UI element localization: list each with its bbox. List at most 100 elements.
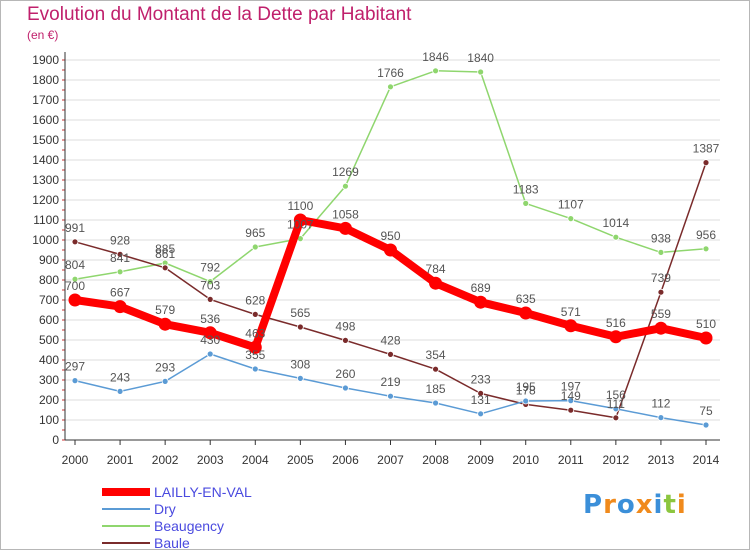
x-tick-label: 2014	[693, 453, 720, 467]
data-label: 792	[200, 261, 220, 275]
data-label: 355	[245, 348, 265, 362]
y-tick-label: 100	[39, 413, 59, 427]
data-label: 131	[471, 393, 491, 407]
data-point	[477, 389, 485, 397]
data-label: 1014	[603, 216, 630, 230]
data-label: 293	[155, 360, 175, 374]
data-label: 965	[245, 226, 265, 240]
data-label: 1100	[287, 199, 313, 213]
x-tick-label: 2005	[287, 453, 314, 467]
data-point	[654, 321, 668, 335]
x-tick-label: 2007	[377, 453, 404, 467]
data-label: 1058	[332, 207, 359, 221]
data-point	[248, 340, 262, 354]
data-point	[71, 238, 79, 246]
logo-letter: P	[583, 490, 604, 520]
y-tick-label: 300	[39, 373, 59, 387]
data-label: 841	[110, 251, 130, 265]
x-tick-label: 2010	[512, 453, 539, 467]
data-point	[702, 421, 710, 429]
x-tick-label: 2006	[332, 453, 359, 467]
data-label: 938	[651, 231, 671, 245]
data-point	[474, 295, 488, 309]
data-point	[116, 268, 124, 276]
data-label: 579	[155, 303, 175, 317]
data-point	[612, 233, 620, 241]
data-label: 559	[651, 307, 671, 321]
data-point	[161, 377, 169, 385]
data-label: 185	[426, 382, 446, 396]
logo-letter: i	[653, 490, 664, 520]
data-point	[522, 397, 530, 405]
data-label: 950	[380, 229, 400, 243]
data-label: 1183	[513, 182, 539, 196]
data-label: 635	[516, 292, 536, 306]
data-label: 430	[200, 333, 220, 347]
y-tick-label: 1000	[32, 233, 59, 247]
data-label: 991	[65, 221, 85, 235]
data-label: 536	[200, 312, 220, 326]
data-label: 956	[696, 228, 716, 242]
data-point	[432, 67, 439, 75]
data-label: 260	[335, 367, 355, 381]
data-point	[113, 300, 127, 314]
logo-letter: t	[663, 490, 677, 520]
data-label: 233	[471, 372, 491, 386]
data-point	[657, 248, 665, 256]
data-label: 689	[471, 281, 491, 295]
data-point	[567, 215, 575, 223]
data-point	[384, 243, 397, 257]
y-tick-label: 1100	[33, 213, 59, 227]
legend-label: Baule	[154, 535, 190, 550]
data-point	[296, 323, 304, 331]
data-point	[161, 264, 169, 272]
data-point	[567, 406, 575, 414]
data-point	[206, 295, 214, 303]
proxiti-logo: Proxiti	[583, 490, 687, 520]
data-point	[564, 319, 578, 333]
data-label: 516	[606, 316, 626, 330]
y-tick-label: 1700	[32, 93, 59, 107]
y-tick-label: 700	[39, 293, 59, 307]
data-label: 498	[335, 319, 355, 333]
logo-letter: i	[676, 490, 687, 520]
y-tick-label: 800	[39, 273, 59, 287]
y-tick-label: 1400	[32, 153, 59, 167]
data-label: 308	[290, 357, 310, 371]
data-point	[477, 410, 485, 418]
x-tick-label: 2002	[152, 453, 179, 467]
data-label: 565	[290, 306, 310, 320]
data-point	[206, 350, 214, 358]
y-tick-label: 400	[39, 353, 59, 367]
chart-subtitle: (en €)	[27, 28, 59, 42]
data-point	[338, 221, 352, 235]
data-label: 571	[561, 305, 581, 319]
data-point	[342, 182, 349, 190]
data-label: 463	[245, 326, 265, 340]
data-label: 804	[65, 258, 85, 272]
x-tick-label: 2009	[467, 453, 494, 467]
x-tick-label: 2011	[558, 453, 584, 467]
data-point	[116, 250, 124, 258]
y-tick-label: 600	[39, 313, 59, 327]
x-tick-label: 2000	[62, 453, 89, 467]
data-label: 928	[110, 233, 130, 247]
y-tick-label: 900	[39, 253, 59, 267]
data-labels: 700 667 579 536 463 1100 1058 950 784 689 635 571 51…	[65, 50, 720, 418]
data-label: 885	[155, 242, 175, 256]
data-point	[387, 392, 394, 400]
x-tick-label: 2004	[242, 453, 269, 467]
data-label: 112	[651, 397, 670, 411]
data-point	[116, 387, 124, 395]
logo-letter: o	[616, 490, 636, 520]
data-point	[699, 331, 713, 345]
data-label: 178	[516, 383, 536, 397]
x-tick-label: 2003	[197, 453, 224, 467]
data-point	[657, 414, 665, 422]
data-label: 1107	[558, 198, 584, 212]
y-tick-label: 0	[52, 433, 59, 447]
y-tick-label: 500	[39, 333, 59, 347]
logo-letter: r	[603, 490, 617, 520]
logo-letter: x	[635, 490, 654, 520]
